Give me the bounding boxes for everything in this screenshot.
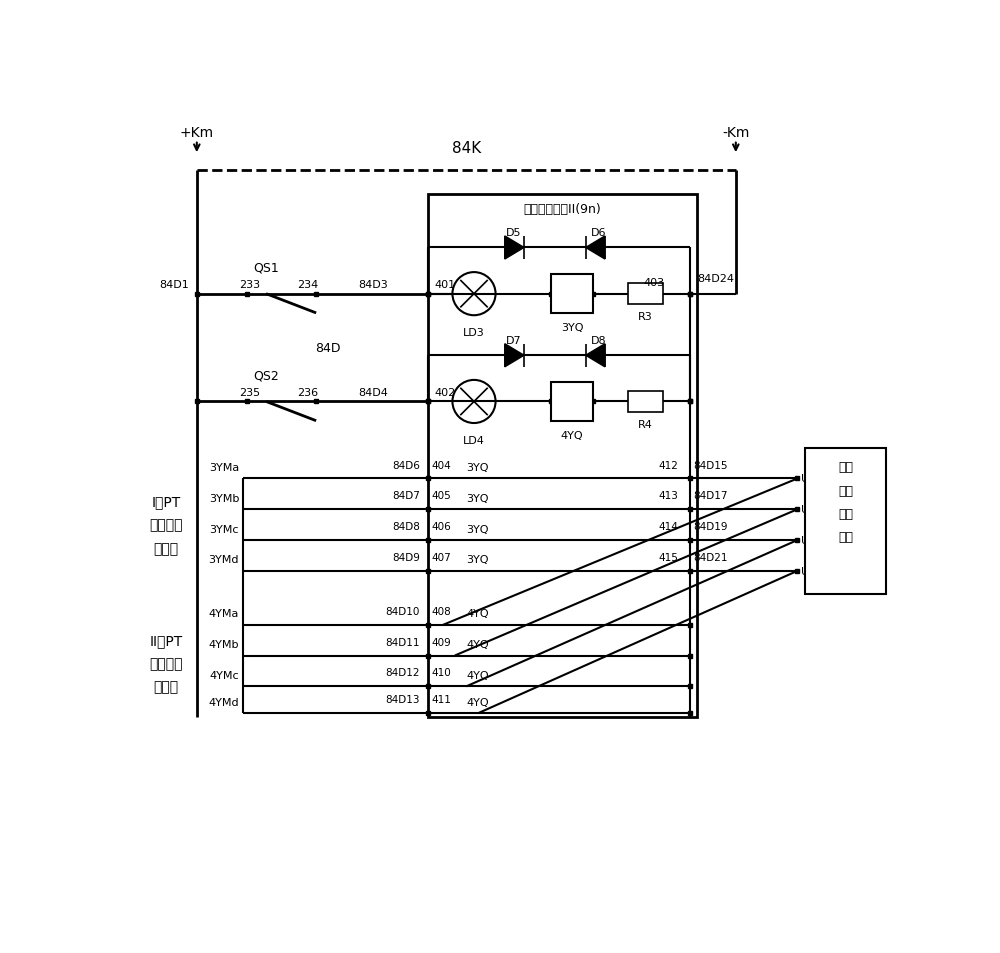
Text: 233: 233 [239, 280, 260, 290]
Text: 408: 408 [432, 606, 451, 617]
Text: 3YMb: 3YMb [209, 494, 239, 503]
Text: 4YQ: 4YQ [466, 609, 489, 618]
Text: 407: 407 [432, 553, 451, 562]
Text: 411: 411 [432, 695, 452, 704]
Text: Uc': Uc' [801, 536, 819, 545]
Text: 84D8: 84D8 [392, 521, 420, 532]
Text: 电压: 电压 [838, 530, 853, 543]
Text: Ud': Ud' [801, 566, 820, 577]
Text: 414: 414 [658, 521, 678, 532]
Text: 84D21: 84D21 [693, 553, 728, 562]
Text: 4YQ: 4YQ [466, 639, 489, 649]
Text: 电压切换装置II(9n): 电压切换装置II(9n) [524, 203, 601, 216]
Text: 计量电压: 计量电压 [149, 518, 183, 532]
Bar [628, 392, 663, 413]
Text: R3: R3 [638, 312, 653, 322]
Text: 84D11: 84D11 [386, 637, 420, 647]
Polygon shape [505, 236, 524, 260]
Text: QS1: QS1 [253, 261, 279, 274]
Text: 84D1: 84D1 [159, 280, 189, 290]
Text: 410: 410 [432, 668, 451, 678]
Text: 3YMd: 3YMd [209, 555, 239, 565]
Bar [551, 383, 593, 421]
Polygon shape [505, 344, 524, 368]
Text: 404: 404 [432, 460, 451, 470]
Text: 4YMb: 4YMb [209, 639, 239, 649]
Text: 4YMc: 4YMc [210, 670, 239, 680]
Text: Ua': Ua' [801, 474, 819, 484]
Text: 4YMd: 4YMd [209, 697, 239, 707]
Text: 3YQ: 3YQ [466, 555, 489, 565]
Text: 84D6: 84D6 [392, 460, 420, 470]
Text: 4YQ: 4YQ [466, 697, 489, 707]
Text: 403: 403 [643, 278, 665, 288]
Text: 3YMc: 3YMc [210, 524, 239, 534]
Text: 401: 401 [434, 280, 455, 290]
Text: 84D15: 84D15 [693, 460, 728, 470]
Text: 4YQ: 4YQ [466, 670, 489, 680]
Text: D7: D7 [506, 335, 522, 346]
Bar [551, 275, 593, 314]
Text: 84K: 84K [452, 141, 481, 155]
Text: D5: D5 [506, 228, 522, 238]
Text: 413: 413 [658, 491, 678, 501]
Text: +Km: +Km [180, 126, 214, 140]
Text: II母PT: II母PT [149, 634, 183, 647]
Bar [428, 194, 697, 718]
Text: 切换: 切换 [838, 461, 853, 474]
Text: 计量: 计量 [838, 507, 853, 520]
Text: 小母线: 小母线 [153, 541, 179, 556]
Text: QS2: QS2 [253, 369, 279, 381]
Text: 409: 409 [432, 637, 451, 647]
Text: I母PT: I母PT [151, 495, 181, 509]
Text: 84D4: 84D4 [359, 388, 388, 397]
Text: 84D24: 84D24 [697, 274, 734, 284]
Text: 235: 235 [239, 388, 260, 397]
Text: 3YQ: 3YQ [466, 462, 489, 473]
Text: 3YQ: 3YQ [466, 494, 489, 503]
Text: 405: 405 [432, 491, 451, 501]
Text: 84D7: 84D7 [392, 491, 420, 501]
Polygon shape [586, 344, 605, 368]
Text: 234: 234 [297, 280, 318, 290]
Text: D6: D6 [591, 228, 606, 238]
Text: 412: 412 [658, 460, 678, 470]
Text: LD3: LD3 [463, 328, 485, 337]
Text: 406: 406 [432, 521, 451, 532]
Text: 84D3: 84D3 [359, 280, 388, 290]
Text: 84D13: 84D13 [386, 695, 420, 704]
Text: 3YQ: 3YQ [466, 524, 489, 534]
Text: 415: 415 [658, 553, 678, 562]
Text: 小母线: 小母线 [153, 679, 179, 694]
Text: 4YQ: 4YQ [561, 430, 583, 440]
Text: 84D10: 84D10 [386, 606, 420, 617]
Text: 84D: 84D [315, 342, 340, 355]
Text: R4: R4 [638, 419, 653, 430]
Text: 84D17: 84D17 [693, 491, 728, 501]
Text: 4YMa: 4YMa [209, 609, 239, 618]
Bar [805, 448, 886, 595]
Polygon shape [586, 236, 605, 260]
Text: LD4: LD4 [463, 436, 485, 445]
Text: -Km: -Km [722, 126, 749, 140]
Text: 3YMa: 3YMa [209, 462, 239, 473]
Text: 402: 402 [434, 388, 455, 397]
Text: 后的: 后的 [838, 484, 853, 497]
Text: 计量电压: 计量电压 [149, 657, 183, 671]
Text: 84D19: 84D19 [693, 521, 728, 532]
Bar [628, 284, 663, 305]
Text: Ub': Ub' [801, 505, 820, 515]
Text: 84D9: 84D9 [392, 553, 420, 562]
Text: 3YQ: 3YQ [561, 322, 583, 333]
Text: D8: D8 [591, 335, 607, 346]
Text: 84D12: 84D12 [386, 668, 420, 678]
Text: 236: 236 [297, 388, 318, 397]
